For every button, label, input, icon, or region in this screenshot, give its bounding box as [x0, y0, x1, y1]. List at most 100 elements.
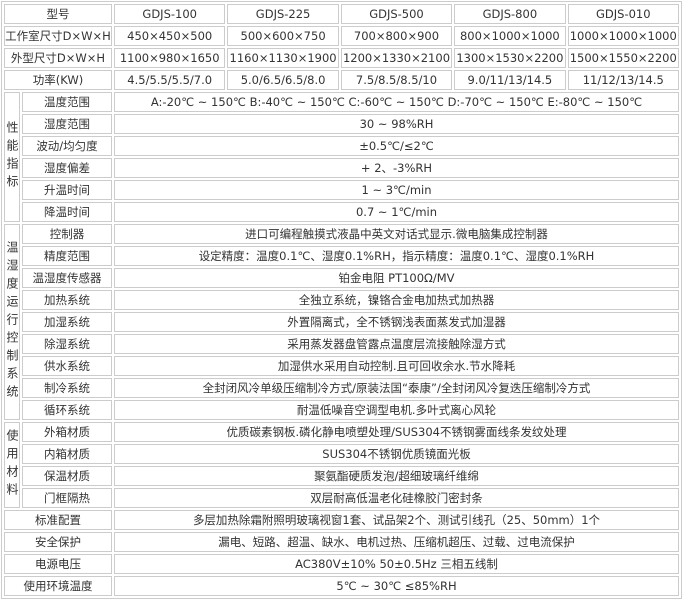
spec-value: 500×600×750	[227, 26, 339, 46]
row-label: 温湿度传感器	[22, 268, 112, 288]
group-row: 升温时间 1 ~ 3℃/min	[4, 180, 679, 200]
row-label: 除湿系统	[22, 334, 112, 354]
row-label: 精度范围	[22, 246, 112, 266]
spec-value: 1200×1330×2100	[340, 48, 453, 68]
spec-row: 功率(KW) 4.5/5.5/5.5/7.0 5.0/6.5/6.5/8.0 7.5/…	[4, 70, 679, 90]
row-value: 加湿供水采用自动控制.且可回收余水.节水降耗	[114, 356, 679, 376]
group-row: 加湿系统 外置隔离式，全不锈钢浅表面蒸发式加湿器	[4, 312, 679, 332]
row-value: 耐温低噪音空调型电机.多叶式离心风轮	[114, 400, 679, 420]
row-label: 降温时间	[22, 202, 112, 222]
group-row: 波动/均匀度 ±0.5℃/≤2℃	[4, 136, 679, 156]
row-label: 门框隔热	[22, 488, 112, 508]
row-value: 0.7 ~ 1℃/min	[114, 202, 679, 222]
group-row: 精度范围 设定精度：温度0.1℃、湿度0.1%RH，指示精度：温度0.1℃、湿度0…	[4, 246, 679, 266]
spec-value: 1160×1130×1900	[227, 48, 339, 68]
group-row: 供水系统 加湿供水采用自动控制.且可回收余水.节水降耗	[4, 356, 679, 376]
row-label: 波动/均匀度	[22, 136, 112, 156]
row-label: 外箱材质	[22, 422, 112, 442]
row-label: 循环系统	[22, 400, 112, 420]
row-value: 优质碳素钢板.磷化静电喷塑处理/SUS304不锈钢雾面线条发纹处理	[114, 422, 679, 442]
row-value: 双层耐高低温老化硅橡胶门密封条	[114, 488, 679, 508]
group-row: 除湿系统 采用蒸发器盘管露点温度层流接触除湿方式	[4, 334, 679, 354]
row-label: 加热系统	[22, 290, 112, 310]
spec-value: 7.5/8.5/8.5/10	[340, 70, 453, 90]
row-label: 升温时间	[22, 180, 112, 200]
spec-value: 1500×1550×2200	[567, 48, 679, 68]
group-row: 使用材料 外箱材质 优质碳素钢板.磷化静电喷塑处理/SUS304不锈钢雾面线条发纹处…	[4, 422, 679, 508]
row-value: 设定精度：温度0.1℃、湿度0.1%RH，指示精度：温度0.1℃、湿度0.1%R…	[114, 246, 679, 266]
footer-row: 使用环境温度 5℃ ~ 30℃ ≤85%RH	[4, 576, 679, 596]
spec-value: 4.5/5.5/5.5/7.0	[114, 70, 226, 90]
row-value: 聚氨酯硬质发泡/超细玻璃纤维绵	[114, 466, 679, 486]
row-value: 全封闭风冷单级压缩制冷方式/原装法国“泰康”/全封闭风冷复迭压缩制冷方式	[114, 378, 679, 398]
spec-row: 工作室尺寸D×W×H 450×450×500 500×600×750 700×800×…	[4, 26, 679, 46]
model-name: GDJS-500	[340, 4, 453, 24]
footer-row: 标准配置 多层加热除霜附照明玻璃视窗1套、试品架2个、测试引线孔（25、50mm）…	[4, 510, 679, 530]
row-value: 多层加热除霜附照明玻璃视窗1套、试品架2个、测试引线孔（25、50mm）1个	[114, 510, 679, 530]
row-value: 全独立系统，镍铬合金电加热式加热器	[114, 290, 679, 310]
group-row: 湿度偏差 + 2、-3%RH	[4, 158, 679, 178]
row-label: 工作室尺寸D×W×H	[4, 26, 112, 46]
group-row: 温湿度运行控制系统 控制器 进口可编程触摸式液晶中英文对话式显示.微电脑集成控制器	[4, 224, 679, 420]
model-name: GDJS-800	[454, 4, 566, 24]
spec-value: 1000×1000×1000	[567, 26, 679, 46]
row-label: 外型尺寸D×W×H	[4, 48, 112, 68]
group-row: 加热系统 全独立系统，镍铬合金电加热式加热器	[4, 290, 679, 310]
spec-value: 1300×1530×2200	[454, 48, 566, 68]
header-row: 型号 GDJS-100 GDJS-225 GDJS-500 GDJS-800 GDJS-0…	[4, 4, 679, 24]
footer-row: 安全保护 漏电、短路、超温、缺水、电机过热、压缩机超压、过载、过电流保护	[4, 532, 679, 552]
row-label: 安全保护	[4, 532, 112, 552]
group-row: 循环系统 耐温低噪音空调型电机.多叶式离心风轮	[4, 400, 679, 420]
row-label: 加湿系统	[22, 312, 112, 332]
group-row: 制冷系统 全封闭风冷单级压缩制冷方式/原装法国“泰康”/全封闭风冷复迭压缩制冷方式	[4, 378, 679, 398]
spec-row: 外型尺寸D×W×H 1100×980×1650 1160×1130×1900 1200…	[4, 48, 679, 68]
spec-value: 800×1000×1000	[454, 26, 566, 46]
model-name: GDJS-225	[227, 4, 339, 24]
row-label: 使用环境温度	[4, 576, 112, 596]
spec-value: 700×800×900	[340, 26, 453, 46]
model-name: GDJS-010	[567, 4, 679, 24]
row-value: 5℃ ~ 30℃ ≤85%RH	[114, 576, 679, 596]
spec-value: 9.0/11/13/14.5	[454, 70, 566, 90]
group-label: 性能指标	[4, 92, 20, 222]
row-label: 湿度偏差	[22, 158, 112, 178]
group-row: 湿度范围 30 ~ 98%RH	[4, 114, 679, 134]
row-value: 外置隔离式，全不锈钢浅表面蒸发式加湿器	[114, 312, 679, 332]
row-value: 铂金电阻 PT100Ω/MV	[114, 268, 679, 288]
group-row: 保温材质 聚氨酯硬质发泡/超细玻璃纤维绵	[4, 466, 679, 486]
row-label: 湿度范围	[22, 114, 112, 134]
row-value: + 2、-3%RH	[114, 158, 679, 178]
group-label: 使用材料	[4, 422, 20, 508]
group-label: 温湿度运行控制系统	[4, 224, 20, 420]
row-value: 采用蒸发器盘管露点温度层流接触除湿方式	[114, 334, 679, 354]
row-value: SUS304不锈钢优质镜面光板	[114, 444, 679, 464]
group-row: 温湿度传感器 铂金电阻 PT100Ω/MV	[4, 268, 679, 288]
row-value: 30 ~ 98%RH	[114, 114, 679, 134]
row-value: AC380V±10% 50±0.5Hz 三相五线制	[114, 554, 679, 574]
spec-value: 11/12/13/14.5	[567, 70, 679, 90]
row-label: 标准配置	[4, 510, 112, 530]
row-label: 供水系统	[22, 356, 112, 376]
spec-value: 450×450×500	[114, 26, 226, 46]
row-label: 电源电压	[4, 554, 112, 574]
group-row: 降温时间 0.7 ~ 1℃/min	[4, 202, 679, 222]
spec-value: 5.0/6.5/6.5/8.0	[227, 70, 339, 90]
footer-row: 电源电压 AC380V±10% 50±0.5Hz 三相五线制	[4, 554, 679, 574]
row-value: 进口可编程触摸式液晶中英文对话式显示.微电脑集成控制器	[114, 224, 679, 244]
row-value: 1 ~ 3℃/min	[114, 180, 679, 200]
row-label: 保温材质	[22, 466, 112, 486]
row-label: 控制器	[22, 224, 112, 244]
spec-value: 1100×980×1650	[114, 48, 226, 68]
model-header-label: 型号	[4, 4, 112, 24]
model-name: GDJS-100	[114, 4, 226, 24]
group-row: 性能指标 温度范围 A:-20℃ ~ 150℃ B:-40℃ ~ 150℃ C:-6…	[4, 92, 679, 222]
group-row: 内箱材质 SUS304不锈钢优质镜面光板	[4, 444, 679, 464]
row-label: 功率(KW)	[4, 70, 112, 90]
row-value: ±0.5℃/≤2℃	[114, 136, 679, 156]
row-label: 温度范围	[22, 92, 112, 112]
row-value: 漏电、短路、超温、缺水、电机过热、压缩机超压、过载、过电流保护	[114, 532, 679, 552]
group-row: 门框隔热 双层耐高低温老化硅橡胶门密封条	[4, 488, 679, 508]
row-value: A:-20℃ ~ 150℃ B:-40℃ ~ 150℃ C:-60℃ ~ 150…	[114, 92, 679, 112]
row-label: 制冷系统	[22, 378, 112, 398]
